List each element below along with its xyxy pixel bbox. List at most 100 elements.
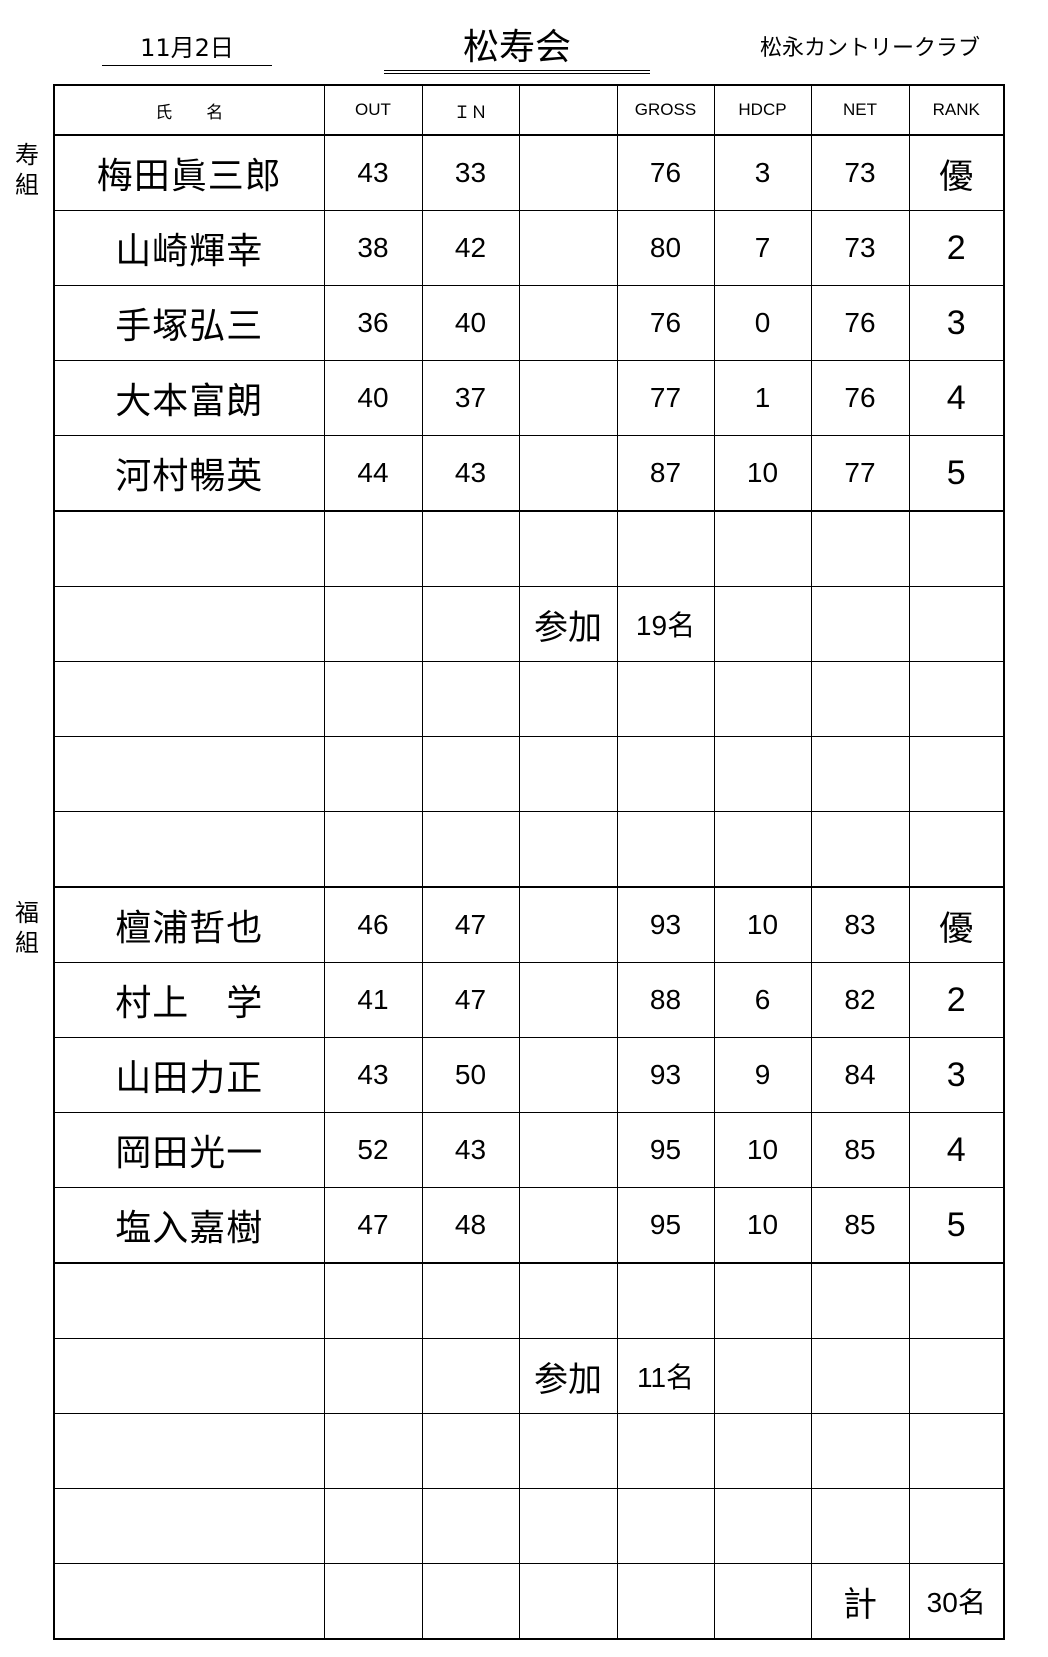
- column-header-in: ＩＮ: [421, 84, 520, 136]
- cell-hdcp: 10: [713, 1112, 812, 1188]
- cell-out: 38: [323, 210, 423, 286]
- cell-gross: 80: [616, 210, 715, 286]
- cell-out: 40: [323, 360, 423, 436]
- cell-gross: 87: [616, 435, 715, 512]
- column-header-hdcp: HDCP: [713, 84, 812, 136]
- cell-rank: 3: [908, 1037, 1005, 1113]
- empty-cell: [908, 1413, 1005, 1489]
- cell-blank: [518, 1187, 618, 1264]
- empty-cell: [323, 586, 423, 662]
- empty-cell: [713, 811, 812, 888]
- cell-name: 村上 学: [53, 962, 325, 1038]
- table-row: 山崎輝幸 38 42 80 7 73 2: [53, 210, 1005, 286]
- cell-out: 43: [323, 1037, 423, 1113]
- cell-name: 梅田眞三郎: [53, 134, 325, 211]
- cell-net: 82: [810, 962, 910, 1038]
- empty-cell: [616, 1488, 715, 1564]
- table-row: 大本富朗 40 37 77 1 76 4: [53, 360, 1005, 436]
- cell-rank: 3: [908, 285, 1005, 361]
- table-row: 氏 名 OUT ＩＮ GROSS HDCP NET RANK: [53, 84, 1005, 136]
- table-row: 参加 11名: [53, 1338, 1005, 1414]
- cell-blank: [518, 285, 618, 361]
- cell-in: 33: [421, 134, 520, 211]
- cell-net: 73: [810, 134, 910, 211]
- empty-cell: [421, 661, 520, 737]
- empty-cell: [518, 1563, 618, 1640]
- empty-cell: [518, 661, 618, 737]
- empty-cell: [53, 510, 325, 587]
- cell-gross: 76: [616, 285, 715, 361]
- table-row: 手塚弘三 36 40 76 0 76 3: [53, 285, 1005, 361]
- cell-gross: 93: [616, 886, 715, 963]
- event-date: 11月2日: [102, 28, 272, 66]
- empty-cell: [908, 1338, 1005, 1414]
- cell-net: 76: [810, 285, 910, 361]
- group-label: 福組: [15, 899, 39, 957]
- empty-cell: [518, 736, 618, 812]
- empty-cell: [421, 586, 520, 662]
- cell-name: 手塚弘三: [53, 285, 325, 361]
- empty-cell: [810, 1488, 910, 1564]
- column-header-name: 氏 名: [53, 84, 325, 136]
- empty-cell: [810, 586, 910, 662]
- empty-cell: [53, 1262, 325, 1339]
- cell-blank: [518, 360, 618, 436]
- cell-name: 塩入嘉樹: [53, 1187, 325, 1264]
- column-header-rank: RANK: [908, 84, 1005, 136]
- empty-cell: [518, 1488, 618, 1564]
- cell-name: 河村暢英: [53, 435, 325, 512]
- empty-cell: [421, 1563, 520, 1640]
- table-row: [53, 1262, 1005, 1339]
- empty-cell: [908, 586, 1005, 662]
- empty-cell: [421, 1413, 520, 1489]
- participation-label: 参加: [518, 586, 618, 662]
- table-row: [53, 1413, 1005, 1489]
- cell-out: 43: [323, 134, 423, 211]
- empty-cell: [713, 510, 812, 587]
- table-row: [53, 1488, 1005, 1564]
- cell-net: 76: [810, 360, 910, 436]
- empty-cell: [908, 510, 1005, 587]
- cell-blank: [518, 435, 618, 512]
- table-row: [53, 736, 1005, 812]
- cell-out: 41: [323, 962, 423, 1038]
- cell-name: 檀浦哲也: [53, 886, 325, 963]
- cell-blank: [518, 962, 618, 1038]
- empty-cell: [518, 510, 618, 587]
- table-row: 梅田眞三郎 43 33 76 3 73 優: [53, 134, 1005, 211]
- cell-net: 77: [810, 435, 910, 512]
- empty-cell: [323, 510, 423, 587]
- empty-cell: [713, 1563, 812, 1640]
- table-row: [53, 811, 1005, 888]
- cell-in: 47: [421, 886, 520, 963]
- cell-rank: 5: [908, 435, 1005, 512]
- cell-net: 85: [810, 1112, 910, 1188]
- cell-rank: 2: [908, 962, 1005, 1038]
- cell-net: 73: [810, 210, 910, 286]
- empty-cell: [53, 811, 325, 888]
- empty-cell: [810, 1338, 910, 1414]
- cell-in: 50: [421, 1037, 520, 1113]
- cell-net: 85: [810, 1187, 910, 1264]
- empty-cell: [713, 1262, 812, 1339]
- cell-out: 52: [323, 1112, 423, 1188]
- cell-gross: 93: [616, 1037, 715, 1113]
- cell-hdcp: 7: [713, 210, 812, 286]
- participation-label: 参加: [518, 1338, 618, 1414]
- empty-cell: [421, 811, 520, 888]
- table-row: 檀浦哲也 46 47 93 10 83 優: [53, 886, 1005, 963]
- column-header-out: OUT: [323, 84, 423, 136]
- cell-hdcp: 0: [713, 285, 812, 361]
- table-row: [53, 661, 1005, 737]
- empty-cell: [518, 1262, 618, 1339]
- empty-cell: [616, 661, 715, 737]
- table-row: 参加 19名: [53, 586, 1005, 662]
- empty-cell: [53, 661, 325, 737]
- empty-cell: [713, 661, 812, 737]
- cell-in: 42: [421, 210, 520, 286]
- empty-cell: [908, 1488, 1005, 1564]
- empty-cell: [810, 661, 910, 737]
- empty-cell: [616, 736, 715, 812]
- participation-count: 11名: [616, 1338, 715, 1414]
- cell-name: 山田力正: [53, 1037, 325, 1113]
